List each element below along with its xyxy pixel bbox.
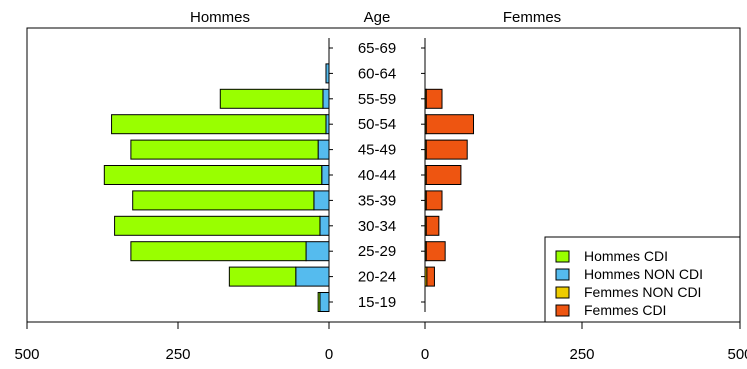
bar-hommes-cdi-30-34 (114, 215, 321, 236)
legend-box (544, 236, 741, 323)
header-center: Age (364, 9, 391, 26)
age-label-35-39: 35-39 (358, 192, 396, 209)
bar-femmes-cdi-25-29 (425, 241, 446, 262)
bar-hommes-cdi-45-49 (130, 139, 319, 160)
bar-hommes-cdi-15-19 (317, 292, 321, 312)
age-label-15-19: 15-19 (358, 294, 396, 311)
bars-layer (103, 63, 475, 312)
age-label-55-59: 55-59 (358, 91, 396, 108)
bar-femmes-cdi-50-54 (425, 114, 475, 135)
legend-swatch-hommes-non-cdi (555, 268, 570, 281)
right-x-tick-label-0: 0 (421, 346, 429, 363)
left-x-tick-label-0: 0 (325, 346, 333, 363)
legend-swatch-femmes-non-cdi (555, 286, 570, 299)
legend-swatch-hommes-cdi (555, 250, 570, 263)
right-x-tick-label-250: 250 (569, 346, 594, 363)
bar-femmes-cdi-40-44 (425, 165, 462, 185)
bar-femmes-cdi-45-49 (425, 139, 468, 160)
bar-hommes-non-cdi-15-19 (319, 292, 330, 312)
legend-swatch-femmes-cdi (555, 304, 570, 317)
bar-hommes-non-cdi-30-34 (319, 215, 330, 236)
age-labels-layer: 15-19 20-24 25-29 30-34 35-39 40-44 45-49 50-54… (358, 40, 396, 311)
axes-layer: 500 250 0 0 250 500 (14, 38, 747, 363)
bar-hommes-cdi-55-59 (219, 88, 324, 109)
legend-label-femmes-cdi: Femmes CDI (584, 302, 666, 318)
legend-label-hommes-non-cdi: Hommes NON CDI (584, 266, 703, 282)
bar-hommes-cdi-40-44 (103, 165, 323, 185)
legend: Hommes CDI Hommes NON CDI Femmes NON CDI Fe… (544, 236, 741, 323)
bar-hommes-cdi-20-24 (228, 266, 297, 287)
bar-femmes-cdi-30-34 (425, 215, 440, 236)
bar-hommes-non-cdi-25-29 (305, 241, 330, 262)
bar-hommes-cdi-25-29 (130, 241, 307, 262)
age-label-40-44: 40-44 (358, 167, 396, 184)
legend-label-hommes-cdi: Hommes CDI (584, 248, 668, 264)
left-x-tick-label-500: 500 (14, 346, 39, 363)
bar-hommes-non-cdi-20-24 (295, 266, 330, 287)
bar-femmes-cdi-20-24 (426, 266, 435, 287)
bar-hommes-cdi-35-39 (132, 190, 315, 211)
right-x-tick-label-500: 500 (727, 346, 747, 363)
age-label-60-64: 60-64 (358, 65, 396, 82)
bar-hommes-non-cdi-55-59 (322, 88, 330, 109)
bar-hommes-non-cdi-40-44 (321, 165, 330, 185)
left-x-tick-label-250: 250 (165, 346, 190, 363)
age-label-45-49: 45-49 (358, 142, 396, 159)
age-label-65-69: 65-69 (358, 40, 396, 57)
age-label-30-34: 30-34 (358, 218, 396, 235)
age-label-25-29: 25-29 (358, 243, 396, 260)
bar-femmes-cdi-55-59 (425, 88, 443, 109)
plot-frame (26, 27, 741, 323)
age-label-50-54: 50-54 (358, 116, 396, 133)
age-label-20-24: 20-24 (358, 269, 396, 286)
header-left: Hommes (190, 9, 250, 26)
bar-hommes-cdi-50-54 (111, 114, 327, 135)
legend-label-femmes-non-cdi: Femmes NON CDI (584, 284, 701, 300)
header-right: Femmes (503, 9, 561, 26)
bar-femmes-cdi-35-39 (425, 190, 443, 211)
bar-hommes-non-cdi-35-39 (313, 190, 330, 211)
bar-hommes-non-cdi-45-49 (317, 139, 330, 160)
